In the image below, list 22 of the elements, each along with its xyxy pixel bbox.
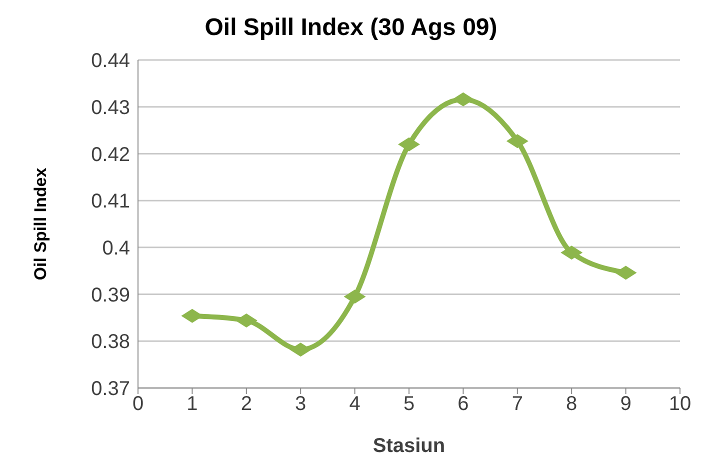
x-tick-label: 3 <box>295 393 306 416</box>
y-tick-label: 0.41 <box>91 190 130 213</box>
x-tick-label: 0 <box>132 393 144 416</box>
x-tick-label: 2 <box>240 393 252 416</box>
x-tick-label: 4 <box>349 393 360 416</box>
chart-title: Oil Spill Index (30 Ags 09) <box>204 13 498 43</box>
y-tick-label: 0.44 <box>91 50 130 72</box>
x-tick-label: 7 <box>512 393 523 416</box>
y-tick-label: 0.38 <box>91 331 130 354</box>
x-tick-label: 6 <box>458 393 469 416</box>
y-tick-label: 0.43 <box>91 96 130 119</box>
x-axis-title: Stasiun <box>372 435 446 457</box>
x-tick-label: 8 <box>566 393 578 416</box>
x-tick-label: 9 <box>620 393 632 416</box>
x-tick-label: 1 <box>186 393 198 416</box>
y-axis-title: Oil Spill Index <box>31 167 50 280</box>
y-tick-label: 0.42 <box>91 144 130 166</box>
y-tick-label: 0.4 <box>102 238 130 260</box>
y-tick-label: 0.37 <box>91 378 130 400</box>
y-tick-label: 0.39 <box>91 284 130 306</box>
x-tick-label: 10 <box>668 393 692 416</box>
x-tick-label: 5 <box>403 393 415 416</box>
